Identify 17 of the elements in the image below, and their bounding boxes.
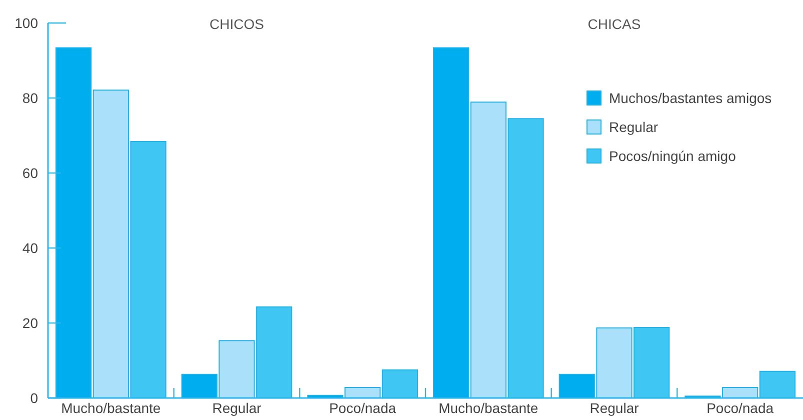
y-tick-label: 100 xyxy=(14,14,38,31)
x-tick-label: Mucho/bastante xyxy=(61,400,161,416)
legend-label: Muchos/bastantes amigos xyxy=(609,90,772,106)
legend-label: Pocos/ningún amigo xyxy=(609,148,736,164)
x-tick-label: Regular xyxy=(590,400,640,416)
x-tick-label: Mucho/bastante xyxy=(438,400,538,416)
y-tick-label: 20 xyxy=(22,314,38,331)
x-tick-label: Regular xyxy=(212,400,262,416)
x-tick-label: Poco/nada xyxy=(329,400,396,416)
y-tick-label: 80 xyxy=(22,90,38,106)
legend-label: Regular xyxy=(609,118,658,135)
x-tick-label: Poco/nada xyxy=(706,400,774,416)
annotation: CHICAS xyxy=(588,16,641,32)
y-tick-label: 0 xyxy=(30,390,38,406)
y-tick-label: 60 xyxy=(22,164,38,181)
annotation: CHICOS xyxy=(210,16,264,32)
y-tick-label: 40 xyxy=(22,240,38,256)
